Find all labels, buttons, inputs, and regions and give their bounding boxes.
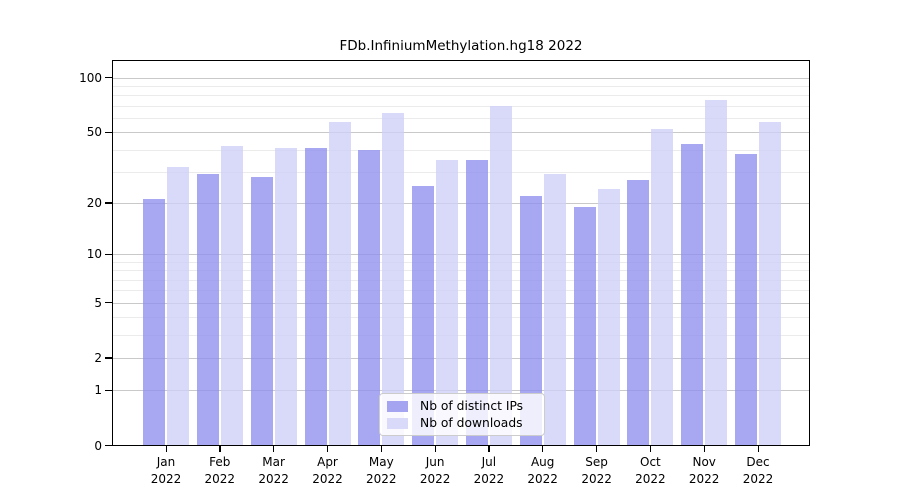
- x-ticklabel-may: May 2022: [366, 455, 397, 486]
- minor-gridline-4: [112, 317, 810, 319]
- legend-label-downloads: Nb of downloads: [420, 416, 523, 430]
- y-tickmark-2: [105, 357, 112, 359]
- bar-apr-distinct-ips: [304, 147, 327, 446]
- x-tickmark-jan: [165, 446, 167, 452]
- y-tickmark-5: [105, 302, 112, 304]
- x-tickmark-oct: [649, 446, 652, 452]
- bar-feb-distinct-ips: [196, 174, 219, 446]
- x-tickmark-nov: [703, 446, 705, 452]
- y-ticklabel-0: 0: [94, 438, 102, 453]
- bar-sep-distinct-ips: [573, 206, 596, 446]
- x-tickmark-dec: [757, 446, 759, 452]
- x-tickmark-jul: [488, 446, 490, 452]
- y-ticklabel-1: 1: [94, 383, 102, 398]
- bar-sep-downloads: [597, 189, 620, 446]
- bar-nov-distinct-ips: [681, 143, 704, 446]
- bar-apr-downloads: [328, 121, 351, 446]
- bar-dec-distinct-ips: [735, 153, 757, 446]
- bar-jan-downloads: [167, 166, 189, 446]
- bar-mar-downloads: [274, 147, 297, 446]
- bar-nov-downloads: [705, 100, 728, 446]
- y-ticklabel-10: 10: [86, 247, 102, 262]
- major-gridline-10: [112, 254, 810, 256]
- bar-jun-distinct-ips: [412, 185, 435, 446]
- minor-gridline-70: [112, 105, 810, 107]
- bar-jun-downloads: [436, 159, 459, 446]
- minor-gridline-8: [112, 270, 810, 272]
- y-ticklabel-5: 5: [94, 295, 102, 310]
- x-tickmark-aug: [542, 446, 544, 452]
- y-tickmark-10: [105, 253, 112, 256]
- bar-may-downloads: [382, 112, 405, 446]
- minor-gridline-60: [112, 117, 810, 119]
- major-gridline-2: [112, 357, 810, 359]
- minor-gridline-30: [112, 171, 810, 173]
- bar-oct-downloads: [651, 129, 674, 446]
- legend-item-downloads: Nb of downloads: [387, 416, 536, 430]
- x-ticklabel-aug: Aug 2022: [527, 455, 558, 486]
- bar-oct-distinct-ips: [627, 179, 650, 446]
- minor-gridline-40: [112, 149, 810, 151]
- major-gridline-20: [112, 202, 810, 204]
- x-ticklabel-mar: Mar 2022: [258, 455, 289, 486]
- chart-title: FDb.InfiniumMethylation.hg18 2022: [339, 38, 583, 54]
- y-tickmark-20: [105, 202, 112, 204]
- bar-aug-distinct-ips: [519, 195, 542, 446]
- y-ticklabel-20: 20: [86, 195, 102, 210]
- x-ticklabel-nov: Nov 2022: [688, 455, 720, 486]
- minor-gridline-7: [112, 279, 810, 281]
- major-gridline-5: [112, 302, 810, 304]
- x-ticklabel-dec: Dec 2022: [742, 455, 774, 486]
- bar-jul-distinct-ips: [465, 159, 488, 446]
- legend-swatch-downloads: [387, 417, 408, 429]
- bar-mar-distinct-ips: [250, 177, 273, 446]
- y-tickmark-50: [105, 131, 112, 133]
- bar-may-distinct-ips: [358, 149, 381, 446]
- plot-area: [112, 60, 810, 446]
- bar-jan-distinct-ips: [143, 199, 165, 446]
- minor-gridline-3: [112, 335, 810, 336]
- x-ticklabel-jul: Jul 2022: [473, 455, 505, 486]
- y-tickmark-0: [105, 445, 112, 447]
- x-tickmark-mar: [273, 446, 275, 452]
- minor-gridline-9: [112, 262, 810, 263]
- x-tickmark-feb: [219, 446, 221, 452]
- x-tickmark-may: [380, 446, 383, 452]
- x-ticklabel-jun: Jun 2022: [419, 455, 451, 486]
- bar-dec-downloads: [759, 121, 781, 446]
- bar-aug-downloads: [543, 174, 566, 446]
- major-gridline-1: [112, 390, 810, 392]
- minor-gridline-80: [112, 95, 810, 97]
- x-ticklabel-oct: Oct 2022: [635, 455, 666, 486]
- minor-gridline-6: [112, 290, 810, 292]
- major-gridline-50: [112, 132, 810, 134]
- x-ticklabel-feb: Feb 2022: [204, 455, 236, 486]
- y-tickmark-1: [105, 389, 112, 392]
- x-ticklabel-jan: Jan 2022: [150, 455, 182, 486]
- x-ticklabel-apr: Apr 2022: [312, 455, 343, 486]
- x-tickmark-sep: [596, 446, 598, 452]
- legend-label-distinct-ips: Nb of distinct IPs: [420, 399, 524, 413]
- legend-item-distinct-ips: Nb of distinct IPs: [387, 399, 536, 413]
- x-tickmark-jun: [434, 446, 436, 452]
- x-tickmark-apr: [327, 446, 329, 452]
- y-ticklabel-100: 100: [79, 70, 102, 85]
- bar-jul-downloads: [489, 105, 512, 446]
- x-ticklabel-sep: Sep 2022: [581, 455, 612, 486]
- y-ticklabel-50: 50: [86, 125, 102, 140]
- minor-gridline-90: [112, 86, 810, 87]
- y-tickmark-100: [105, 77, 112, 79]
- bar-feb-downloads: [220, 145, 243, 446]
- legend-swatch-distinct-ips: [387, 400, 408, 412]
- chart-legend: Nb of distinct IPs Nb of downloads: [379, 393, 545, 436]
- y-ticklabel-2: 2: [94, 350, 102, 365]
- major-gridline-100: [112, 77, 810, 79]
